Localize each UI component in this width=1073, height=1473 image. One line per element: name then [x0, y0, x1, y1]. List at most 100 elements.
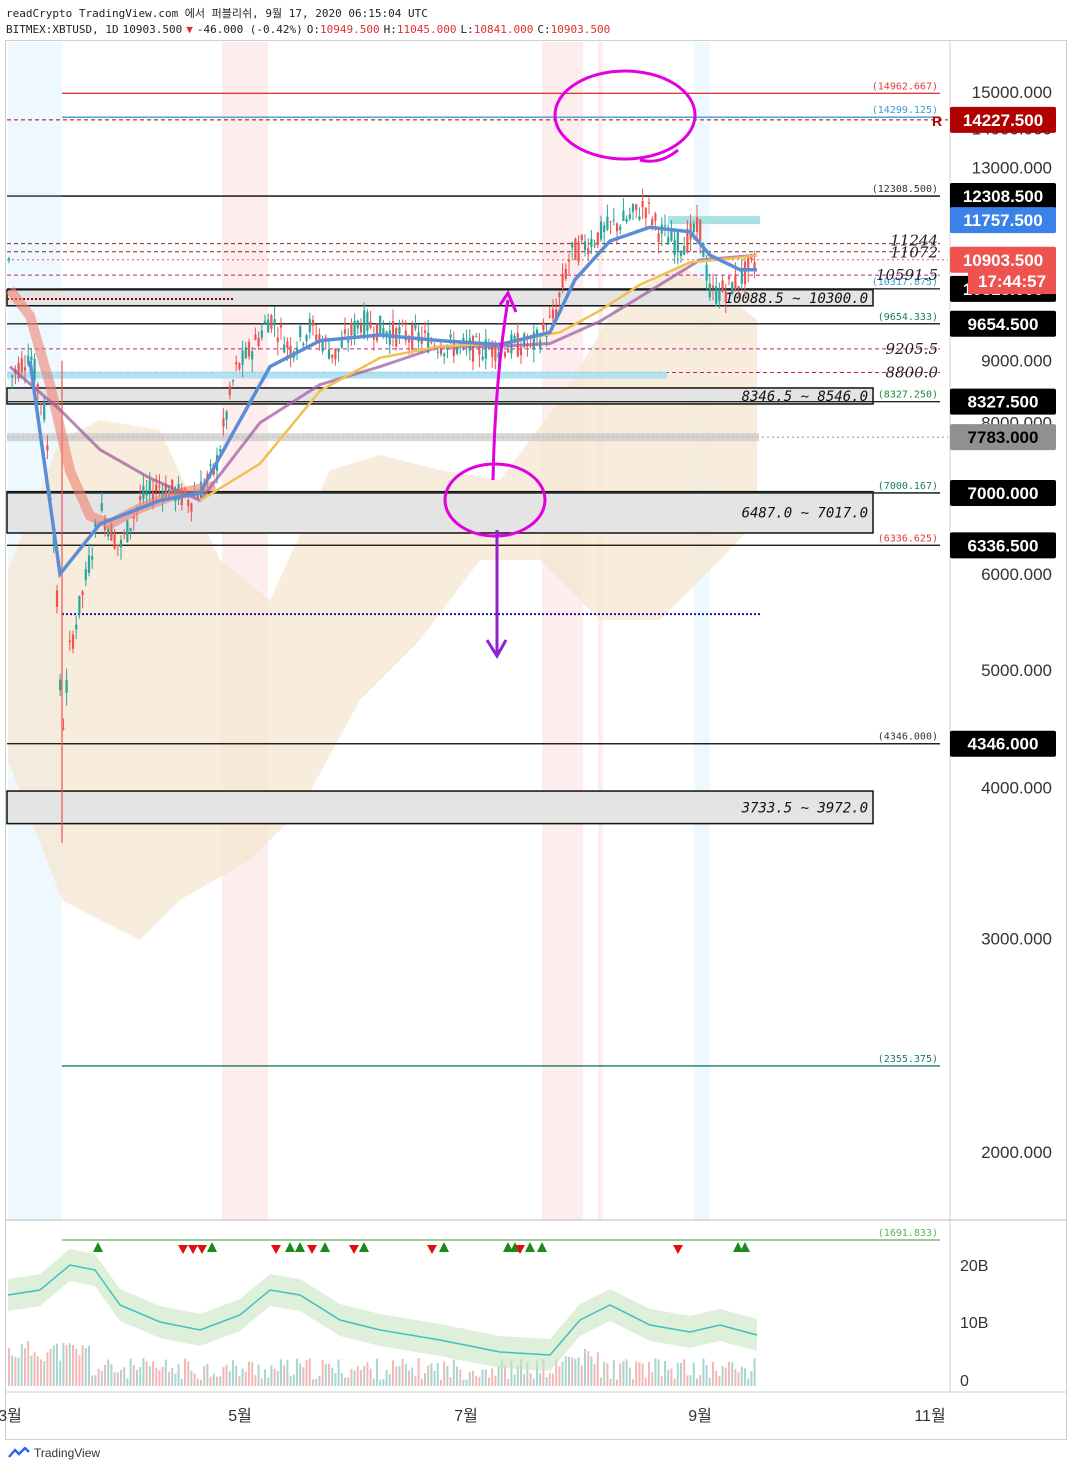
- volume-bar: [161, 1366, 164, 1386]
- volume-bar: [116, 1372, 119, 1386]
- candle-body: [663, 225, 667, 227]
- volume-bar: [616, 1379, 618, 1386]
- candle-body: [606, 216, 609, 230]
- candle-body: [107, 528, 110, 537]
- candle-body: [55, 590, 59, 607]
- volume-bar: [600, 1377, 602, 1386]
- volume-bar: [529, 1373, 532, 1386]
- candle-body: [731, 282, 734, 295]
- volume-bar: [302, 1367, 305, 1386]
- volume-bar: [305, 1360, 308, 1386]
- candle-body: [571, 242, 574, 248]
- volume-bar: [478, 1377, 481, 1386]
- level-label: (14962.667): [872, 81, 938, 92]
- candle-body: [343, 329, 347, 334]
- candle-body: [414, 324, 417, 329]
- candle-body: [84, 569, 87, 581]
- candle-body: [356, 320, 359, 329]
- open-value: 10949.500: [320, 23, 380, 36]
- x-tick-label: 5월: [228, 1407, 252, 1425]
- annotation-arrow-up: [491, 299, 510, 481]
- volume-bar: [340, 1373, 343, 1386]
- volume-bar: [670, 1368, 673, 1386]
- volume-bar: [321, 1359, 324, 1386]
- volume-bar: [424, 1373, 426, 1386]
- candle-body: [263, 320, 267, 323]
- candle-body: [737, 285, 740, 289]
- price-tag: [950, 532, 1056, 559]
- candle-body: [68, 640, 71, 643]
- signal-up-marker: [359, 1242, 369, 1252]
- italic-level-label: 8800.0: [886, 364, 939, 382]
- candle-body: [321, 341, 324, 352]
- volume-bar: [472, 1370, 474, 1386]
- volume-bar: [606, 1363, 609, 1386]
- volume-bar: [632, 1379, 634, 1386]
- volume-bar: [56, 1343, 58, 1386]
- candle-body: [475, 336, 478, 338]
- volume-bar: [94, 1375, 97, 1386]
- candle-body: [126, 520, 129, 542]
- signal-down-marker: [349, 1245, 359, 1254]
- volume-bars: [8, 1341, 756, 1386]
- level-label: (4346.000): [878, 732, 938, 743]
- volume-bar: [8, 1347, 10, 1386]
- volume-bar: [190, 1370, 193, 1386]
- volume-bar: [30, 1355, 33, 1386]
- volume-bar: [481, 1369, 484, 1386]
- candle-body: [59, 679, 62, 691]
- volume-bar: [49, 1348, 52, 1386]
- volume-bar: [552, 1373, 554, 1386]
- signal-up-marker: [537, 1242, 547, 1252]
- volume-bar: [558, 1366, 561, 1386]
- level-label: (9654.333): [878, 312, 938, 323]
- price-tag-label: 12308.500: [963, 187, 1043, 206]
- volume-bar: [363, 1365, 366, 1386]
- volume-axis-label: 0: [960, 1373, 969, 1390]
- volume-bar: [427, 1365, 430, 1386]
- volume-bar: [459, 1369, 462, 1386]
- volume-bar: [187, 1361, 190, 1386]
- volume-bar: [155, 1367, 158, 1386]
- candle-body: [497, 352, 500, 358]
- candle-body: [599, 221, 603, 240]
- volume-bar: [372, 1378, 375, 1386]
- volume-bar: [334, 1373, 337, 1386]
- volume-bar: [702, 1358, 705, 1386]
- candle-body: [558, 292, 561, 298]
- volume-bar: [651, 1372, 654, 1386]
- volume-bar: [91, 1375, 94, 1386]
- candle-body: [641, 200, 644, 208]
- volume-bar: [494, 1375, 497, 1386]
- annotation-arrowhead-up: [498, 289, 518, 313]
- volume-bar: [625, 1359, 628, 1386]
- y-tick-label: 6000.000: [981, 565, 1052, 584]
- volume-bar: [715, 1370, 718, 1386]
- signal-up-marker: [733, 1242, 743, 1252]
- low-value: 10841.000: [473, 23, 534, 36]
- volume-bar: [628, 1367, 631, 1386]
- candle-body: [46, 445, 49, 451]
- chart-frame[interactable]: [5, 40, 1067, 1440]
- volume-bar: [296, 1358, 298, 1386]
- volume-bar: [241, 1368, 244, 1386]
- volume-bar: [686, 1375, 689, 1386]
- volume-bar: [676, 1362, 679, 1386]
- volume-bar: [283, 1365, 286, 1386]
- volume-bar: [244, 1371, 247, 1386]
- volume-bar: [164, 1359, 167, 1386]
- annotation-circle-top: [553, 69, 697, 161]
- volume-bar: [657, 1359, 660, 1386]
- candle-body: [132, 516, 135, 519]
- volume-bar: [497, 1366, 500, 1386]
- price-tag-label: 14227.500: [963, 111, 1043, 130]
- price-tag: [950, 310, 1056, 337]
- volume-bar: [484, 1369, 487, 1386]
- candle-body: [478, 341, 481, 355]
- volume-bar: [62, 1342, 65, 1386]
- candle-body: [110, 523, 113, 541]
- volume-bar: [619, 1363, 622, 1386]
- candle-body: [33, 359, 36, 381]
- volume-bar: [11, 1355, 14, 1386]
